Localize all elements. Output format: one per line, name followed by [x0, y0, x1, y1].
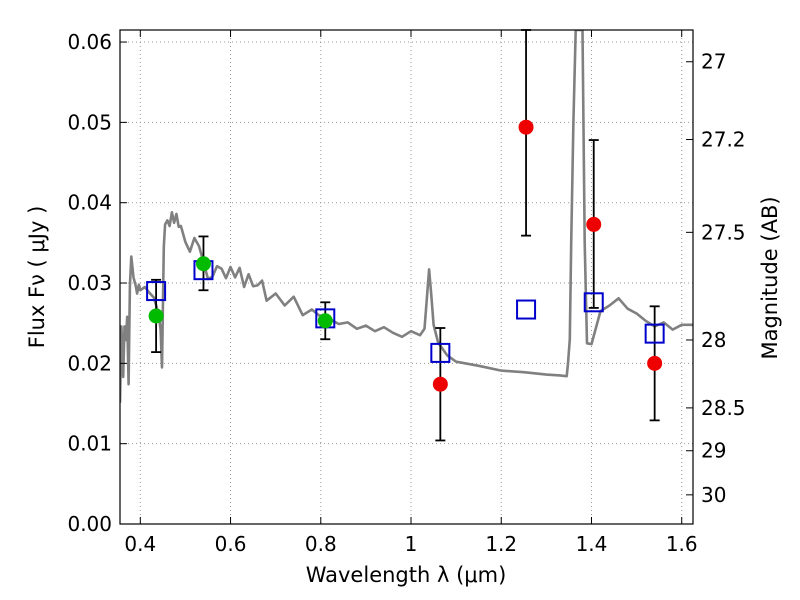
x-tick-label: 1: [405, 532, 418, 556]
observed-point-green: [317, 313, 333, 329]
observed-point-green: [148, 308, 164, 324]
model-point: [583, 292, 604, 313]
observed-point-green: [195, 256, 211, 272]
y-tick-label: 0.05: [67, 110, 112, 134]
x-tick-label: 0.4: [124, 532, 156, 556]
model-point: [430, 342, 451, 363]
template-sed-line: [120, 30, 693, 403]
model-point: [146, 281, 167, 302]
plot-frame: [119, 29, 694, 525]
x-tick-label: 1.4: [576, 532, 608, 556]
y2-axis-label: Magnitude (AB): [758, 196, 782, 359]
grid: [120, 30, 693, 524]
y-tick-label: 0.06: [67, 30, 112, 54]
observed-point-red: [432, 376, 448, 392]
y2-tick-label: 28: [701, 328, 726, 352]
observed-point-red: [518, 119, 534, 135]
model-point: [644, 323, 665, 344]
y2-tick-label: 27.5: [701, 220, 746, 244]
y-tick-label: 0.04: [67, 191, 112, 215]
x-tick-label: 0.8: [305, 532, 337, 556]
y-tick-label: 0.03: [67, 271, 112, 295]
y2-tick-label: 30: [701, 483, 726, 507]
x-tick-label: 0.6: [215, 532, 247, 556]
observed-point-red: [586, 216, 602, 232]
y2-tick-label: 28.5: [701, 396, 746, 420]
y2-tick-label: 29: [701, 439, 726, 463]
axes: 0.4 0.6 0.8 1 1.2 1.4 1.6 0.00 0.01 0.02 0.03 0.04 0…: [67, 30, 746, 556]
x-tick-label: 1.6: [666, 532, 698, 556]
template-sed-layer: [120, 30, 693, 403]
x-tick-label: 1.2: [485, 532, 517, 556]
y-tick-label: 0.01: [67, 432, 112, 456]
y-tick-label: 0.00: [67, 512, 112, 536]
y-tick-label: 0.02: [67, 351, 112, 375]
y2-tick-label: 27.2: [701, 128, 746, 152]
observed-point-red: [647, 355, 663, 371]
y-axis-label: Flux Fν ( μJy ): [25, 206, 49, 349]
model-point: [516, 299, 537, 320]
y2-tick-label: 27: [701, 50, 726, 74]
x-axis-label: Wavelength λ (μm): [306, 563, 507, 587]
observed-points-layer: [148, 119, 663, 392]
